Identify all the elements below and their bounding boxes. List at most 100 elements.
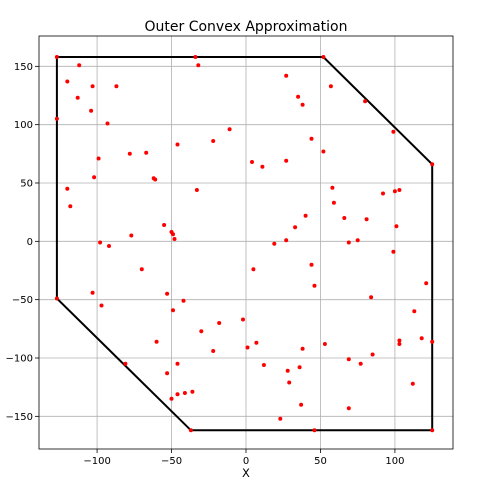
data-point (123, 361, 128, 366)
data-point (358, 361, 363, 366)
data-point (330, 185, 335, 190)
data-point (363, 99, 368, 104)
data-point (193, 55, 198, 59)
data-point (165, 291, 170, 296)
data-point (391, 249, 396, 254)
data-point (300, 346, 305, 351)
data-point (346, 357, 351, 362)
data-point (154, 339, 159, 344)
y-tick-label: −50 (12, 295, 33, 306)
data-point (364, 217, 369, 222)
data-point (211, 349, 216, 353)
x-axis-label: X (242, 466, 250, 480)
data-point (90, 84, 95, 89)
data-point (250, 160, 254, 164)
data-point (392, 189, 397, 194)
data-point (171, 308, 175, 313)
data-point (77, 63, 82, 68)
data-point (153, 177, 158, 182)
data-point (370, 352, 375, 357)
hull-line (55, 56, 434, 432)
data-point (129, 233, 134, 238)
data-point (65, 186, 70, 191)
data-point (199, 329, 204, 334)
data-point (169, 396, 174, 401)
axis-ticks: −100 −50 0 50 100 −150 −100 −50 0 50 100 150 (6, 62, 405, 467)
data-point (412, 309, 417, 314)
chart-title: Outer Convex Approximation (145, 19, 348, 35)
y-tick-label: 0 (27, 237, 33, 248)
data-point (322, 342, 327, 346)
data-point (299, 402, 304, 407)
data-point (54, 116, 59, 121)
data-point (331, 200, 336, 205)
data-point (293, 225, 298, 230)
x-tick-label: 0 (243, 456, 249, 467)
data-point (98, 240, 103, 245)
data-point (430, 162, 435, 167)
data-point (261, 363, 266, 367)
data-point (394, 224, 399, 229)
x-tick-label: 50 (314, 456, 327, 467)
data-point (278, 416, 283, 421)
data-point (175, 392, 180, 397)
data-point (139, 267, 144, 272)
data-point (297, 365, 302, 370)
data-point (89, 108, 94, 113)
data-point (309, 136, 314, 141)
data-point (211, 139, 216, 143)
data-point (397, 338, 402, 343)
data-point (328, 84, 333, 89)
data-point (419, 336, 424, 341)
data-point (75, 95, 80, 100)
data-point (241, 317, 245, 322)
data-point (321, 55, 326, 59)
x-tick-label: −100 (83, 456, 110, 467)
data-point (68, 204, 73, 209)
data-point (391, 129, 396, 134)
data-point (342, 216, 347, 220)
data-point (127, 151, 132, 156)
plot-frame (38, 35, 454, 450)
y-tick-label: 50 (20, 179, 33, 190)
data-point (54, 55, 59, 59)
data-point (172, 237, 177, 241)
data-point (99, 303, 104, 308)
data-point (182, 391, 187, 395)
data-point (175, 142, 180, 147)
data-point (430, 428, 435, 433)
data-point (181, 298, 186, 303)
data-point (114, 84, 119, 89)
data-point (196, 63, 201, 68)
data-point (217, 321, 222, 325)
data-point (107, 244, 111, 248)
y-tick-label: −100 (6, 354, 33, 365)
data-point (284, 158, 289, 163)
data-point (194, 188, 199, 192)
data-point (397, 188, 402, 192)
data-point (165, 371, 170, 376)
data-point (285, 368, 290, 373)
data-point (312, 428, 317, 433)
data-point (245, 345, 250, 350)
data-point (92, 175, 97, 180)
x-tick-label: −50 (161, 456, 182, 467)
data-point (251, 267, 256, 272)
data-point (96, 156, 101, 161)
data-point (381, 191, 385, 196)
data-point (369, 295, 374, 300)
data-point (162, 223, 167, 227)
data-point (287, 380, 292, 385)
data-point (410, 381, 415, 386)
data-point (309, 262, 314, 267)
data-point (346, 406, 351, 411)
data-point (300, 102, 305, 107)
data-point (175, 361, 180, 366)
x-tick-label: 100 (385, 456, 404, 467)
data-point (227, 127, 232, 132)
points-layer (54, 55, 435, 433)
data-point (312, 283, 317, 288)
y-tick-label: 150 (14, 62, 33, 73)
data-point (321, 149, 326, 154)
